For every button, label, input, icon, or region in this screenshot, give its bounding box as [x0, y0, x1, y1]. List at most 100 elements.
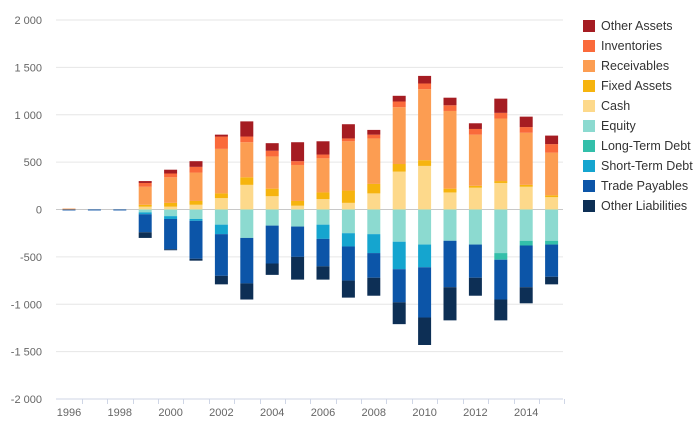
- bar-other-assets-2010: [418, 75, 432, 84]
- legend-label: Inventories: [601, 39, 663, 53]
- bar-short-term-debt-2001: [189, 218, 203, 221]
- legend-swatch: [583, 200, 595, 212]
- bar-inventories-2011: [443, 105, 457, 111]
- legend-item-equity[interactable]: Equity: [583, 116, 693, 136]
- legend-item-other-assets[interactable]: Other Assets: [583, 16, 693, 36]
- x-tick-label: 2012: [463, 407, 487, 419]
- legend-item-other-liabilities[interactable]: Other Liabilities: [583, 196, 693, 216]
- x-tick-label: 2014: [514, 407, 538, 419]
- x-tick-label: 2006: [311, 407, 335, 419]
- bar-other-liabilities-2006: [316, 266, 330, 280]
- bar-trade-payables-2015: [545, 244, 559, 277]
- legend: Other Assets Inventories Receivables Fixed …: [583, 16, 693, 216]
- bar-receivables-2012: [468, 134, 482, 186]
- bar-other-assets-2012: [468, 123, 482, 129]
- bar-other-liabilities-2013: [494, 299, 508, 321]
- legend-item-receivables[interactable]: Receivables: [583, 56, 693, 76]
- bar-receivables-2006: [316, 158, 330, 193]
- bar-cash-2014: [519, 186, 533, 210]
- legend-label: Other Assets: [601, 19, 673, 33]
- legend-label: Fixed Assets: [601, 79, 672, 93]
- bar-other-assets-2014: [519, 116, 533, 128]
- bar-cash-2010: [418, 165, 432, 210]
- bar-trade-payables-1997: [87, 209, 101, 211]
- bar-equity-2014: [519, 209, 533, 241]
- bars: [62, 75, 559, 345]
- bar-receivables-2013: [494, 118, 508, 182]
- x-tick-label: 2004: [260, 407, 284, 419]
- bar-short-term-debt-2007: [341, 233, 355, 247]
- bar-equity-2003: [240, 209, 254, 238]
- legend-item-cash[interactable]: Cash: [583, 96, 693, 116]
- y-tick-label: -2 000: [11, 394, 42, 406]
- bar-fixed-assets-2006: [316, 192, 330, 200]
- bar-fixed-assets-2008: [367, 183, 381, 194]
- legend-swatch: [583, 20, 595, 32]
- bar-short-term-debt-2006: [316, 224, 330, 239]
- y-tick-label: 2 000: [14, 15, 42, 27]
- bar-equity-2008: [367, 209, 381, 235]
- bar-fixed-assets-2004: [265, 188, 279, 197]
- bar-inventories-2012: [468, 128, 482, 135]
- bar-other-liabilities-1999: [138, 232, 152, 238]
- legend-item-fixed-assets[interactable]: Fixed Assets: [583, 76, 693, 96]
- bar-fixed-assets-2012: [468, 185, 482, 188]
- bar-inventories-2014: [519, 127, 533, 133]
- legend-swatch: [583, 160, 595, 172]
- y-tick-label: -500: [20, 252, 42, 264]
- bar-trade-payables-2005: [291, 226, 305, 257]
- bar-fixed-assets-2002: [214, 193, 228, 199]
- bar-other-liabilities-2001: [189, 258, 203, 261]
- bar-other-liabilities-2003: [240, 283, 254, 300]
- bar-trade-payables-2001: [189, 220, 203, 259]
- bar-receivables-2015: [545, 152, 559, 196]
- bar-fixed-assets-1999: [138, 204, 152, 207]
- bar-cash-2012: [468, 187, 482, 210]
- legend-item-short-term-debt[interactable]: Short-Term Debt: [583, 156, 693, 176]
- bar-trade-payables-2012: [468, 244, 482, 278]
- bar-other-liabilities-2014: [519, 287, 533, 304]
- bar-other-liabilities-2004: [265, 263, 279, 275]
- bar-other-liabilities-2010: [418, 317, 432, 345]
- legend-item-inventories[interactable]: Inventories: [583, 36, 693, 56]
- legend-label: Short-Term Debt: [601, 159, 693, 173]
- bar-equity-2001: [189, 209, 203, 219]
- bar-inventories-2008: [367, 134, 381, 139]
- bar-short-term-debt-2002: [214, 224, 228, 235]
- bar-trade-payables-2008: [367, 253, 381, 278]
- bar-fixed-assets-2014: [519, 184, 533, 187]
- x-tick-label: 2002: [209, 407, 233, 419]
- bar-other-assets-2007: [341, 124, 355, 139]
- bar-trade-payables-2000: [164, 218, 178, 250]
- legend-item-trade-payables[interactable]: Trade Payables: [583, 176, 693, 196]
- bar-other-assets-2009: [392, 95, 406, 102]
- bar-long-term-debt-2013: [494, 253, 508, 260]
- bar-cash-2001: [189, 204, 203, 210]
- legend-swatch: [583, 180, 595, 192]
- bar-other-assets-2005: [291, 142, 305, 162]
- bar-cash-2006: [316, 199, 330, 210]
- bar-trade-payables-2006: [316, 238, 330, 267]
- bar-equity-2009: [392, 209, 406, 242]
- bar-trade-payables-2003: [240, 237, 254, 284]
- bar-other-assets-2000: [164, 169, 178, 174]
- bar-other-assets-1999: [138, 181, 152, 183]
- legend-swatch: [583, 80, 595, 92]
- bar-trade-payables-2013: [494, 259, 508, 300]
- bar-inventories-2004: [265, 150, 279, 157]
- bar-long-term-debt-2014: [519, 240, 533, 246]
- y-tick-label: 0: [36, 205, 42, 217]
- bar-other-assets-2008: [367, 129, 381, 135]
- bar-trade-payables-2007: [341, 246, 355, 281]
- bar-fixed-assets-2010: [418, 160, 432, 166]
- legend-item-long-term-debt[interactable]: Long-Term Debt: [583, 136, 693, 156]
- bar-fixed-assets-2007: [341, 190, 355, 203]
- x-axis: 1996 1998 2000 2002 2004 2006 2008 2010 2012 2014: [56, 398, 565, 419]
- bar-inventories-2006: [316, 154, 330, 159]
- bar-cash-2007: [341, 202, 355, 210]
- bar-cash-2011: [443, 192, 457, 210]
- bar-trade-payables-1999: [138, 214, 152, 233]
- legend-swatch: [583, 100, 595, 112]
- bar-other-assets-2002: [214, 134, 228, 137]
